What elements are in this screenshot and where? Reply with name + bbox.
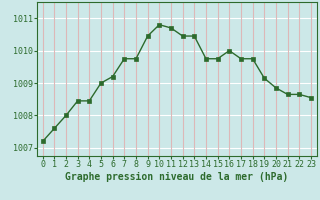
X-axis label: Graphe pression niveau de la mer (hPa): Graphe pression niveau de la mer (hPa) xyxy=(65,172,288,182)
